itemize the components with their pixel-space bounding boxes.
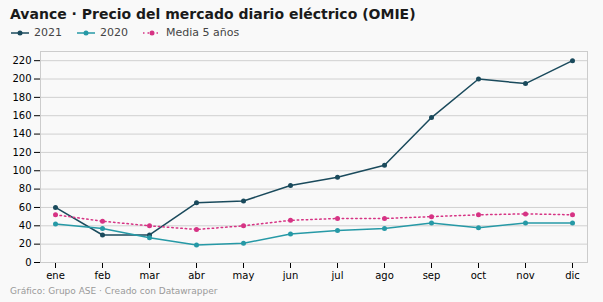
svg-text:oct: oct [471, 270, 487, 281]
html-text:Media 5 años: Media 5 años [166, 26, 240, 39]
svg-text:160: 160 [12, 110, 31, 121]
svg-text:200: 200 [12, 73, 31, 84]
svg-text:sep: sep [423, 270, 441, 281]
html-text:Gráfico: Grupo ASE · Creado co: Gráfico: Grupo ASE · Creado con Datawrap… [10, 286, 218, 296]
html-text:2021: 2021 [34, 26, 62, 39]
svg-text:mar: mar [140, 270, 161, 281]
svg-text:120: 120 [12, 147, 31, 158]
svg-text:40: 40 [19, 220, 32, 231]
svg-text:100: 100 [12, 165, 31, 176]
svg-text:feb: feb [94, 270, 110, 281]
svg-text:20: 20 [19, 238, 32, 249]
svg-text:may: may [233, 270, 255, 281]
html-text:2020: 2020 [100, 26, 128, 39]
svg-text:ago: ago [375, 270, 394, 281]
svg-text:220: 220 [12, 55, 31, 66]
svg-text:abr: abr [188, 270, 205, 281]
html-text:Avance · Precio del mercado di: Avance · Precio del mercado diario eléct… [10, 6, 416, 22]
svg-text:jul: jul [331, 270, 344, 281]
svg-text:60: 60 [19, 202, 32, 213]
svg-text:dic: dic [565, 270, 580, 281]
svg-text:180: 180 [12, 92, 31, 103]
svg-text:80: 80 [19, 183, 32, 194]
svg-text:0: 0 [25, 257, 31, 268]
svg-text:jun: jun [282, 270, 298, 281]
svg-text:nov: nov [516, 270, 534, 281]
svg-text:140: 140 [12, 128, 31, 139]
svg-text:ene: ene [46, 270, 65, 281]
